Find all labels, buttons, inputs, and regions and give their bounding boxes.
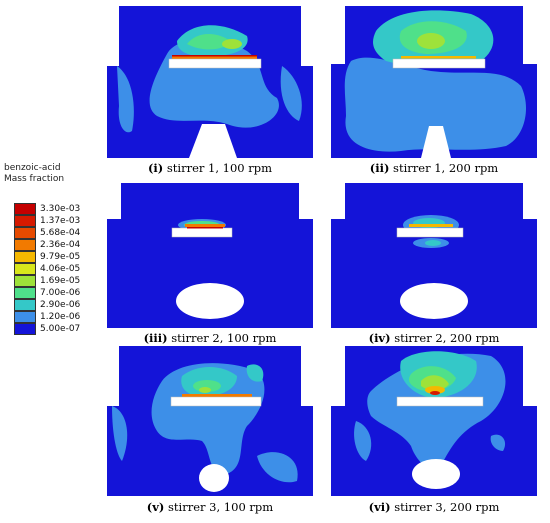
caption-text-6: stirrer 3, 200 rpm: [390, 500, 500, 514]
legend-label: 7.00e-06: [40, 288, 81, 298]
caption-text-3: stirrer 2, 100 rpm: [167, 331, 277, 345]
caption-num-3: (iii): [143, 331, 168, 345]
legend-label: 5.68e-04: [40, 228, 81, 238]
caption-num-4: (iv): [368, 331, 391, 345]
legend-label: 2.90e-06: [40, 300, 81, 310]
legend-label: 3.30e-03: [40, 204, 81, 214]
legend-title: benzoic-acid Mass fraction: [4, 163, 64, 185]
legend-label: 4.06e-05: [40, 264, 81, 274]
legend-swatch: [14, 275, 36, 287]
legend-swatch: [14, 239, 36, 251]
caption-num-6: (vi): [368, 500, 391, 514]
contour-panel-stirrer3-100rpm: [107, 346, 313, 496]
caption-num-1: (i): [147, 161, 164, 175]
legend-swatch: [14, 263, 36, 275]
legend-label: 5.00e-07: [40, 324, 81, 334]
caption-text-5: stirrer 3, 100 rpm: [164, 500, 274, 514]
legend-label: 1.20e-06: [40, 312, 81, 322]
caption-text-2: stirrer 1, 200 rpm: [389, 161, 499, 175]
legend-swatch: [14, 203, 36, 215]
contour-panel-stirrer3-200rpm: [331, 346, 537, 496]
legend-swatch: [14, 227, 36, 239]
caption-num-2: (ii): [369, 161, 390, 175]
legend-swatch: [14, 323, 36, 335]
legend-title-line1: benzoic-acid: [4, 163, 61, 173]
caption-panel-2: (ii) stirrer 1, 200 rpm: [324, 161, 544, 175]
legend-label: 1.69e-05: [40, 276, 81, 286]
contour-panel-stirrer1-100rpm: [107, 6, 313, 158]
legend-swatch: [14, 287, 36, 299]
contour-panel-stirrer1-200rpm: [331, 6, 537, 158]
caption-panel-6: (vi) stirrer 3, 200 rpm: [324, 500, 544, 514]
legend-label: 1.37e-03: [40, 216, 81, 226]
caption-panel-5: (v) stirrer 3, 100 rpm: [100, 500, 320, 514]
caption-text-1: stirrer 1, 100 rpm: [163, 161, 273, 175]
legend-label: 2.36e-04: [40, 240, 81, 250]
caption-panel-1: (i) stirrer 1, 100 rpm: [100, 161, 320, 175]
caption-panel-4: (iv) stirrer 2, 200 rpm: [324, 331, 544, 345]
legend-label: 9.79e-05: [40, 252, 81, 262]
legend-swatch: [14, 299, 36, 311]
legend-title-line2: Mass fraction: [4, 174, 65, 184]
legend-swatch: [14, 311, 36, 323]
caption-panel-3: (iii) stirrer 2, 100 rpm: [100, 331, 320, 345]
caption-text-4: stirrer 2, 200 rpm: [390, 331, 500, 345]
caption-num-5: (v): [146, 500, 165, 514]
contour-panel-stirrer2-100rpm: [107, 183, 313, 328]
legend-swatch: [14, 251, 36, 263]
legend-swatch: [14, 215, 36, 227]
contour-panel-stirrer2-200rpm: [331, 183, 537, 328]
